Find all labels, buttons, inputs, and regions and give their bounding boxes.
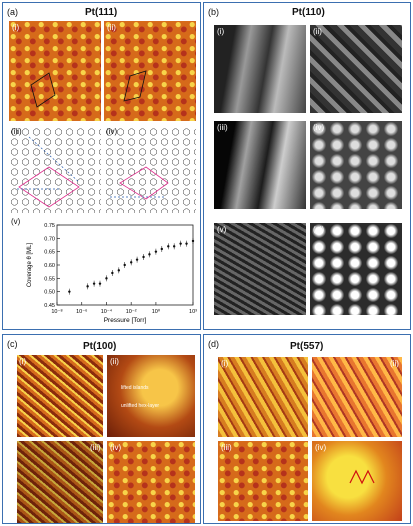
label-c-iii: (iii) (90, 443, 101, 452)
stm-image-d-ii (312, 357, 402, 437)
label-a-i: (i) (12, 23, 20, 32)
stm-image-c-iv (107, 441, 195, 523)
y-tick-label: 0.55 (44, 276, 55, 282)
y-tick-label: 0.75 (44, 223, 55, 229)
label-b-ii: (ii) (313, 27, 322, 36)
x-axis-label: Pressure [Torr] (104, 317, 147, 324)
label-d-i: (i) (221, 359, 229, 368)
model-a-iii (9, 127, 101, 213)
data-point (167, 245, 170, 248)
stm-image-c-ii: lifted islands unlifted hex-layer (107, 355, 195, 437)
label-b-vi: (vi) (313, 225, 325, 234)
panel-a-tag: (a) (7, 7, 18, 17)
label-b-iv: (iv) (313, 123, 325, 132)
y-tick-label: 0.70 (44, 236, 55, 242)
label-b-iii: (iii) (217, 123, 228, 132)
stm-image-d-i (218, 357, 308, 437)
data-point (111, 271, 114, 275)
panel-c-tag: (c) (7, 339, 18, 349)
stm-image-d-iv (312, 441, 402, 521)
x-tick-label: 10⁻⁸ (51, 308, 62, 315)
stm-image-b-vi (310, 223, 402, 315)
coverage-chart: 10⁻⁸ 10⁻⁶ 10⁻⁴ 10⁻² 10⁰ 10³ 0.45 0.50 0.55 0.60 0.… (23, 219, 198, 327)
data-point (86, 285, 89, 288)
data-point (123, 263, 126, 267)
stm-image-b-iii (214, 121, 306, 209)
panel-d: (d) Pt(557) (i) (ii) (iii) (iv) (203, 334, 411, 524)
data-point (135, 258, 139, 261)
panel-a-title: Pt(111) (85, 7, 118, 18)
panel-d-title: Pt(557) (290, 341, 324, 352)
label-b-v: (v) (217, 225, 227, 234)
panel-b-tag: (b) (208, 7, 219, 17)
label-a-ii: (ii) (107, 23, 116, 32)
data-point (191, 239, 195, 243)
panel-d-tag: (d) (208, 339, 219, 349)
stm-image-b-v (214, 223, 306, 315)
label-d-iv: (iv) (315, 443, 327, 452)
model-a-iv (104, 127, 196, 213)
stm-image-b-i (214, 25, 306, 113)
data-point (148, 253, 151, 256)
data-point (92, 282, 96, 285)
label-d-ii: (ii) (390, 359, 399, 368)
x-tick-label: 10⁻⁶ (76, 308, 87, 315)
label-a-iii: (iii) (11, 127, 22, 136)
label-a-iv: (iv) (106, 127, 118, 136)
label-d-iii: (iii) (221, 443, 232, 452)
label-c-iv: (iv) (110, 443, 122, 452)
label-b-i: (i) (217, 27, 225, 36)
stm-image-c-i (17, 355, 103, 437)
stm-image-a-ii (104, 21, 196, 121)
data-point (154, 250, 158, 253)
x-tick-label: 10⁻⁴ (101, 308, 113, 315)
label-a-v: (v) (11, 217, 21, 226)
data-point (105, 277, 108, 280)
panel-a: (a) Pt(111) (i) (ii) (iii) (iv) (v) 10⁻⁸… (2, 2, 201, 330)
y-axis-label: Coverage θ [ML] (27, 242, 33, 287)
stm-image-a-i (9, 21, 101, 121)
stm-image-b-iv (310, 121, 402, 209)
data-point (98, 282, 102, 285)
x-tick-label: 10³ (189, 309, 197, 315)
x-tick-label: 10⁻² (126, 309, 137, 315)
panel-b-title: Pt(110) (292, 7, 325, 18)
panel-c-title: Pt(100) (83, 341, 117, 352)
data-point (68, 290, 71, 293)
panel-b: (b) Pt(110) (i) (ii) (iii) (iv) (v) (vi) (203, 2, 411, 330)
data-point (117, 269, 121, 272)
y-tick-label: 0.65 (44, 250, 55, 256)
data-point (185, 242, 188, 245)
data-point (172, 245, 176, 248)
y-tick-label: 0.60 (44, 263, 55, 269)
data-point (179, 242, 182, 245)
stm-image-c-iii (17, 441, 103, 523)
annot-unlifted-hex: unlifted hex-layer (121, 403, 160, 409)
coverage-chart-svg: 10⁻⁸ 10⁻⁶ 10⁻⁴ 10⁻² 10⁰ 10³ 0.45 0.50 0.55 0.60 0.… (27, 223, 197, 324)
label-c-ii: (ii) (110, 357, 119, 366)
stm-image-d-iii (218, 441, 308, 521)
label-c-i: (i) (19, 357, 27, 366)
data-point (160, 247, 164, 251)
x-tick-label: 10⁰ (152, 308, 161, 315)
data-point (142, 255, 145, 259)
y-tick-label: 0.50 (44, 290, 55, 296)
y-tick-label: 0.45 (44, 303, 55, 309)
annot-lifted-islands: lifted islands (121, 385, 149, 391)
panel-c: (c) Pt(100) (i) lifted islands unlifted … (2, 334, 201, 524)
data-point (129, 261, 133, 264)
stm-image-b-ii (310, 25, 402, 113)
